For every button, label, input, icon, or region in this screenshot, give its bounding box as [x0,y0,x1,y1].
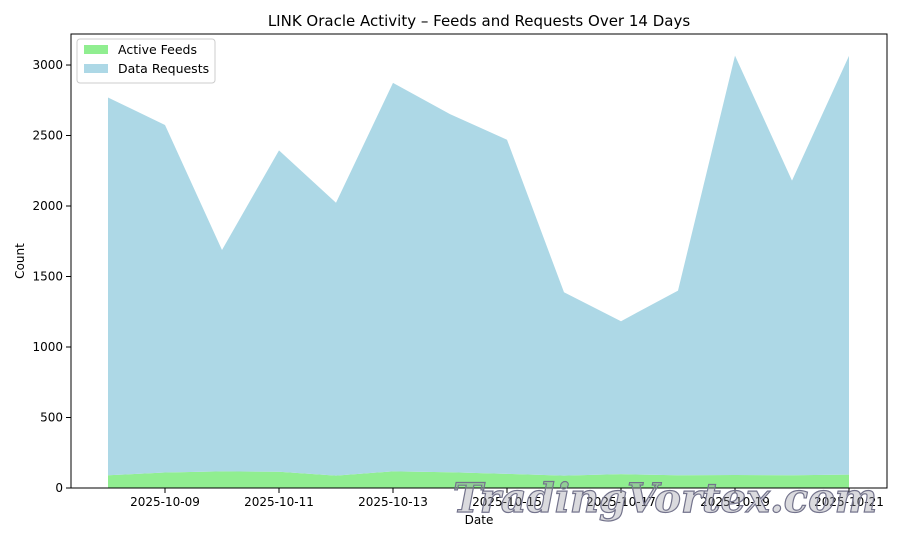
y-tick-label: 1500 [32,270,63,284]
x-tick-label: 2025-10-15 [472,495,542,509]
y-tick-label: 500 [40,411,63,425]
legend-label: Active Feeds [118,42,197,57]
plot-frame [70,33,888,489]
y-tick-label: 2500 [32,129,63,143]
legend-swatch [84,64,108,73]
x-tick-label: 2025-10-13 [358,495,428,509]
watermark: TradingVortex.com [453,475,877,522]
area-layer [108,55,849,488]
x-tick-label: 2025-10-17 [586,495,656,509]
legend-box [76,38,216,84]
chart-title: LINK Oracle Activity – Feeds and Request… [268,12,691,30]
legend-label: Data Requests [118,61,209,76]
x-axis-label: Date [465,513,494,527]
legend: Active Feeds Data Requests [76,38,216,84]
x-tick-label: 2025-10-19 [700,495,770,509]
y-tick-label: 0 [55,481,63,495]
x-tick-label: 2025-10-21 [814,495,884,509]
y-axis-label: Count [13,243,27,279]
area-active-feeds [108,471,849,488]
area-data-requests [108,55,849,476]
y-tick-label: 2000 [32,199,63,213]
y-axis: 0 500 1000 1500 2000 2500 3000 [32,58,71,495]
y-tick-label: 1000 [32,340,63,354]
legend-swatch [84,45,108,54]
x-tick-label: 2025-10-09 [130,495,200,509]
x-tick-label: 2025-10-11 [244,495,314,509]
x-axis: 2025-10-09 2025-10-11 2025-10-13 2025-10-15… [130,488,884,509]
y-tick-label: 3000 [32,58,63,72]
